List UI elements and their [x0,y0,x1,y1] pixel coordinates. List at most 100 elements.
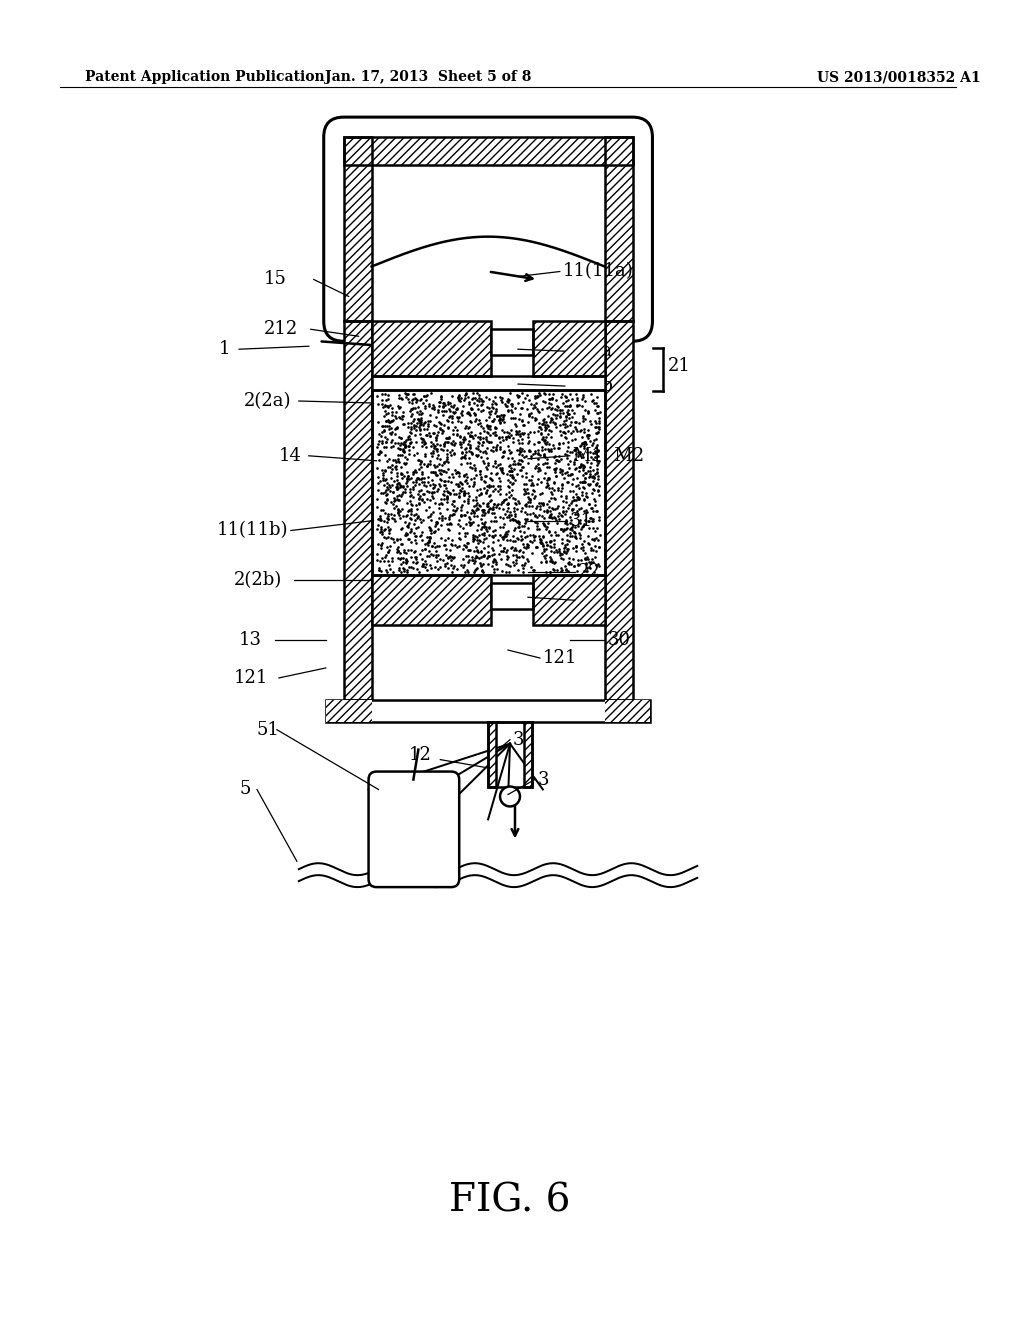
Point [416,483,432,504]
Point [522,440,539,461]
Point [564,500,581,521]
Point [383,491,399,512]
Point [575,561,592,582]
Point [531,416,548,437]
Point [399,412,416,433]
Point [539,535,555,556]
Point [520,440,537,461]
Point [446,459,463,480]
Point [519,424,536,445]
Point [552,543,568,564]
Point [430,519,446,540]
Point [511,541,527,562]
Point [408,546,424,568]
Point [546,488,562,510]
Point [389,486,406,507]
Point [422,426,438,447]
Point [395,441,412,462]
Point [380,527,396,548]
Point [429,480,445,502]
Point [415,483,431,504]
Point [569,467,586,488]
Point [377,384,393,405]
Point [394,408,411,429]
Point [568,486,585,507]
Point [575,540,592,561]
Point [479,520,496,541]
Point [446,491,463,512]
Point [493,409,509,430]
Point [521,503,538,524]
Point [396,432,413,453]
Point [421,516,437,537]
Point [550,450,566,471]
Point [445,483,462,504]
Point [404,397,421,418]
Point [519,533,536,554]
Point [547,552,563,573]
Point [395,438,412,459]
Point [541,478,557,499]
Point [521,421,538,442]
Point [481,416,498,437]
Point [372,441,388,462]
Point [460,550,476,572]
Point [371,444,387,465]
Point [582,463,598,484]
Point [433,506,450,527]
Point [549,498,565,519]
Point [562,384,579,405]
Point [373,482,389,503]
Point [375,500,391,521]
Point [378,544,394,565]
Point [398,462,415,483]
Point [584,548,600,569]
Point [419,384,435,405]
Point [466,474,482,495]
Point [589,434,605,455]
Point [484,520,501,541]
Point [488,405,505,426]
Point [433,492,450,513]
Point [559,471,575,492]
Point [444,535,461,556]
Point [579,502,595,523]
Point [476,529,493,550]
Point [472,546,488,568]
Point [560,389,577,411]
Point [575,478,592,499]
Point [455,474,471,495]
Point [467,411,483,432]
Point [570,477,587,498]
Point [514,422,530,444]
Point [427,536,443,557]
Point [459,453,475,474]
Point [399,492,416,513]
Point [474,560,490,581]
Point [381,474,397,495]
Point [543,524,559,545]
Point [520,488,537,510]
Point [460,532,476,553]
Point [483,490,500,511]
Point [438,444,455,465]
Point [582,508,598,529]
Point [565,490,582,511]
Point [531,383,548,404]
Point [466,503,482,524]
Point [463,397,479,418]
Point [574,465,591,486]
Point [555,519,571,540]
Point [438,488,455,510]
Point [588,527,604,548]
Point [544,549,560,570]
Point [532,528,549,549]
Point [542,546,558,568]
Point [525,524,542,545]
Point [556,512,572,533]
Point [449,420,465,441]
Point [591,416,607,437]
Point [403,494,420,515]
Point [386,498,402,519]
Point [502,383,518,404]
